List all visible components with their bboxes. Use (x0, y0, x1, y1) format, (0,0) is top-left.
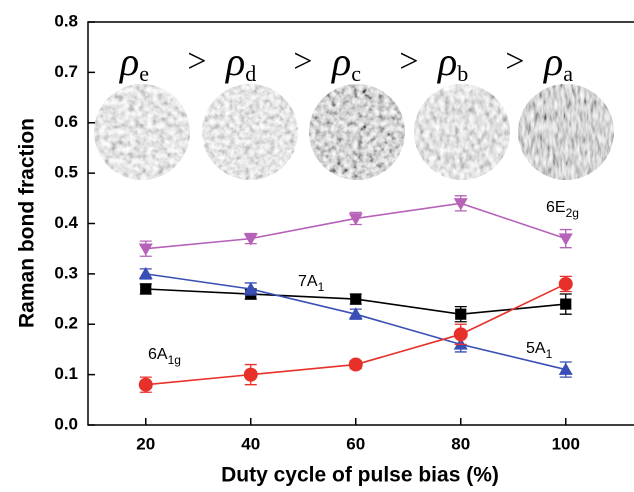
marker (348, 357, 363, 372)
micrograph (518, 84, 614, 180)
marker (243, 233, 258, 246)
marker (140, 283, 152, 295)
series-label-sub: 2g (566, 206, 579, 220)
density-sub: c (351, 61, 361, 86)
density-sub: a (563, 61, 573, 86)
series-line (145, 273, 566, 371)
y-tick-label: 0.5 (54, 163, 78, 182)
marker (455, 308, 467, 320)
micrograph (309, 84, 405, 180)
series-label-main: 7A (298, 273, 318, 290)
density-rho: ρ (330, 39, 351, 84)
series-label: 6E2g (546, 199, 579, 220)
density-symbol: ρc (330, 39, 361, 86)
density-sub: e (139, 61, 149, 86)
y-tick-label: 0.2 (54, 314, 78, 333)
series-label: 6A1g (148, 346, 181, 367)
density-rho: ρ (542, 39, 563, 84)
micrograph (94, 84, 190, 180)
density-symbol: ρe (118, 39, 149, 86)
density-rho: ρ (224, 39, 245, 84)
marker (558, 233, 573, 246)
y-axis-title: Raman bond fraction (16, 118, 39, 328)
y-tick-label: 0.0 (54, 414, 78, 433)
marker (560, 298, 572, 310)
series-label: 7A1 (298, 273, 325, 294)
series-label-sub: 1 (318, 280, 325, 294)
order-separator: > (293, 43, 312, 80)
y-tick-label: 0.8 (54, 11, 78, 30)
density-rho: ρ (118, 39, 139, 84)
micrograph (414, 84, 510, 180)
series-label-main: 6A (148, 346, 168, 363)
density-symbol: ρa (542, 39, 573, 86)
series-label-sub: 1 (546, 347, 553, 361)
y-tick-label: 0.1 (54, 364, 78, 383)
x-tick-label: 100 (552, 434, 580, 453)
density-sub: b (457, 61, 468, 86)
y-tick-label: 0.7 (54, 62, 78, 81)
density-sub: d (245, 61, 256, 86)
marker (243, 281, 258, 295)
x-tick-label: 20 (136, 434, 155, 453)
y-tick-label: 0.3 (54, 263, 78, 282)
marker (138, 243, 153, 256)
series-label-main: 5A (526, 340, 546, 357)
marker (348, 213, 363, 226)
series-label-sub: 1g (168, 353, 181, 367)
marker (243, 367, 258, 382)
series-label-main: 6E (546, 199, 566, 216)
marker (350, 293, 362, 305)
order-separator: > (399, 43, 418, 80)
x-tick-label: 80 (451, 434, 470, 453)
density-symbol: ρd (224, 39, 256, 86)
micrographs (94, 84, 614, 180)
marker (558, 362, 573, 375)
marker (138, 266, 153, 280)
marker (138, 377, 153, 392)
x-tick-label: 40 (241, 434, 260, 453)
y-tick-label: 0.6 (54, 112, 78, 131)
density-rho: ρ (436, 39, 457, 84)
micrograph (202, 84, 298, 180)
series-label: 5A1 (526, 340, 553, 361)
order-separator: > (187, 43, 206, 80)
marker (453, 327, 468, 342)
y-tick-label: 0.4 (54, 213, 78, 232)
marker (453, 198, 468, 211)
density-symbol: ρb (436, 39, 468, 86)
order-separator: > (505, 43, 524, 80)
x-axis-title: Duty cycle of pulse bias (%) (221, 464, 499, 487)
marker (348, 307, 363, 320)
series-line (145, 202, 567, 250)
marker (558, 276, 573, 291)
x-tick-label: 60 (346, 434, 365, 453)
